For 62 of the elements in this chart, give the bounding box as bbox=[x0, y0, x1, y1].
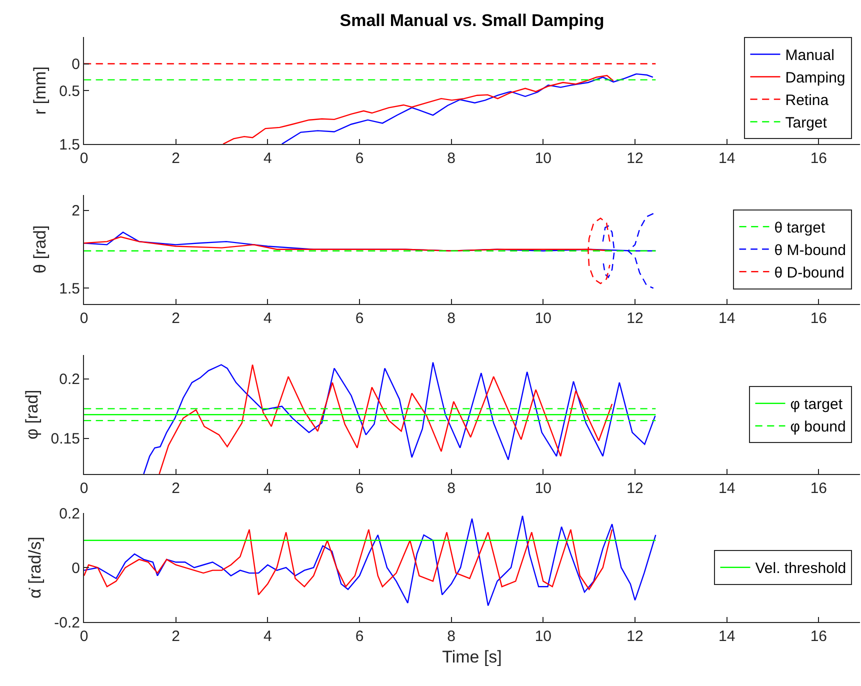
x-tick-label: 8 bbox=[447, 150, 456, 168]
line-series bbox=[281, 73, 654, 144]
x-tick-label: 10 bbox=[534, 310, 552, 327]
x-tick-label: 10 bbox=[534, 628, 552, 645]
x-tick-label: 10 bbox=[534, 150, 552, 168]
y-tick-label: 0 bbox=[72, 560, 80, 577]
y-tick-label: 0.5 bbox=[59, 82, 80, 100]
legend-label: Retina bbox=[785, 92, 830, 110]
x-tick-label: 12 bbox=[626, 628, 644, 645]
x-tick-label: 14 bbox=[718, 310, 736, 327]
legend-label: θ target bbox=[774, 219, 826, 236]
legend-label: Target bbox=[785, 114, 828, 132]
y-tick-label: 2 bbox=[72, 202, 80, 220]
legend-label: θ M-bound bbox=[774, 242, 846, 259]
chart-title: Small Manual vs. Small Damping bbox=[340, 10, 604, 30]
legend-label: φ bound bbox=[790, 418, 846, 436]
x-tick-label: 6 bbox=[355, 480, 364, 497]
x-tick-label: 6 bbox=[355, 310, 364, 327]
legend-label: Manual bbox=[785, 47, 834, 64]
y-tick-label: 1.5 bbox=[59, 280, 80, 298]
x-tick-label: 8 bbox=[447, 310, 456, 327]
x-tick-label: 12 bbox=[626, 480, 644, 497]
x-tick-label: 10 bbox=[534, 480, 552, 497]
y-tick-label: 0.2 bbox=[59, 505, 80, 522]
x-tick-label: 4 bbox=[264, 628, 272, 645]
y-axis-title: φ [rad] bbox=[22, 390, 42, 440]
x-tick-label: 2 bbox=[172, 150, 180, 168]
x-tick-label: 2 bbox=[172, 628, 180, 645]
x-axis-title: Time [s] bbox=[442, 647, 502, 666]
x-tick-label: 4 bbox=[264, 310, 272, 327]
y-tick-label: 1.5 bbox=[59, 136, 80, 154]
y-tick-label: 0.2 bbox=[59, 371, 80, 388]
y-tick-label: -0.2 bbox=[54, 614, 80, 632]
x-tick-label: 12 bbox=[626, 310, 644, 327]
y-axis-title: θ [rad] bbox=[30, 225, 50, 274]
x-tick-label: 4 bbox=[264, 480, 272, 497]
x-tick-label: 8 bbox=[447, 480, 456, 497]
x-tick-label: 4 bbox=[264, 150, 272, 168]
line-series bbox=[84, 515, 656, 606]
legend-label: φ target bbox=[790, 396, 844, 414]
x-tick-label: 16 bbox=[810, 628, 828, 645]
x-tick-label: 2 bbox=[172, 480, 180, 497]
y-tick-label: 0 bbox=[72, 56, 80, 74]
x-tick-label: 6 bbox=[355, 628, 364, 645]
y-axis-title: r [mm] bbox=[30, 66, 50, 115]
legend-label: θ D-bound bbox=[774, 264, 844, 282]
x-tick-label: 2 bbox=[172, 310, 180, 327]
legend-label: Damping bbox=[785, 70, 846, 87]
x-tick-label: 16 bbox=[810, 150, 828, 168]
x-tick-label: 8 bbox=[447, 628, 456, 645]
x-tick-label: 6 bbox=[355, 150, 364, 168]
x-tick-label: 16 bbox=[810, 310, 828, 327]
line-series bbox=[222, 74, 614, 144]
x-tick-label: 14 bbox=[718, 480, 736, 497]
x-tick-label: 12 bbox=[626, 150, 644, 168]
line-series bbox=[84, 528, 613, 596]
y-tick-label: 0.15 bbox=[50, 430, 80, 448]
x-tick-label: 14 bbox=[718, 628, 736, 645]
legend-label: Vel. threshold bbox=[755, 560, 846, 578]
x-tick-label: 14 bbox=[718, 150, 736, 168]
x-tick-label: 16 bbox=[810, 480, 828, 497]
y-axis-title: α̇ [rad/s] bbox=[26, 536, 45, 598]
